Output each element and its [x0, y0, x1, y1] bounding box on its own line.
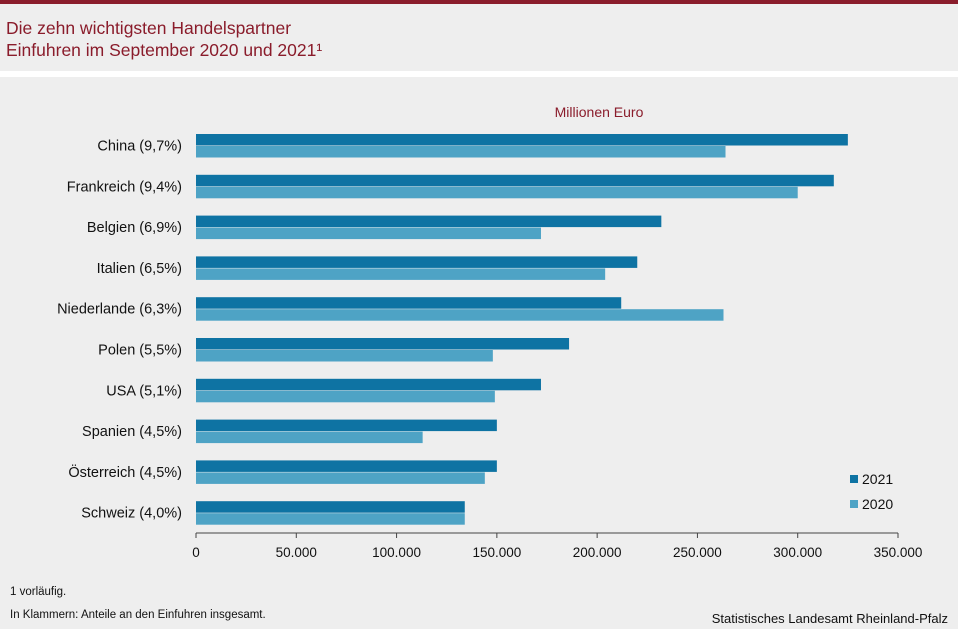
- bar-2020-9: [196, 472, 485, 484]
- header-separator: [0, 71, 958, 77]
- x-tick-label: 100.000: [372, 545, 421, 560]
- x-tick-label: 200.000: [573, 545, 622, 560]
- bar-2020-6: [196, 350, 493, 362]
- x-tick-label: 0: [192, 545, 200, 560]
- chart-header: Die zehn wichtigsten Handelspartner Einf…: [0, 4, 958, 71]
- bar-2020-4: [196, 268, 606, 280]
- bar-2021-10: [196, 501, 465, 513]
- x-tick-label: 150.000: [472, 545, 521, 560]
- bar-2020-3: [196, 227, 541, 240]
- category-label: Spanien (4,5%): [82, 424, 182, 440]
- bar-2021-9: [196, 460, 497, 472]
- category-label: Frankreich (9,4%): [67, 179, 182, 195]
- legend-label-2020: 2020: [862, 496, 893, 512]
- bar-2021-8: [196, 419, 497, 432]
- category-label: USA (5,1%): [106, 383, 182, 399]
- x-tick-label: 50.000: [276, 545, 317, 560]
- category-label: China (9,7%): [97, 139, 182, 155]
- bar-2021-6: [196, 338, 570, 350]
- bar-2021-2: [196, 174, 834, 187]
- legend: 2021 2020: [850, 471, 893, 512]
- chart-subtitle: Einfuhren im September 2020 und 2021¹: [6, 40, 323, 60]
- category-label: Belgien (6,9%): [87, 220, 182, 236]
- category-label: Niederlande (6,3%): [57, 302, 182, 318]
- bar-2020-10: [196, 513, 465, 525]
- legend-swatch-2020: [850, 500, 858, 508]
- chart-title: Die zehn wichtigsten Handelspartner: [6, 18, 292, 38]
- bars-layer: [196, 134, 848, 525]
- bar-2021-3: [196, 215, 662, 228]
- bar-2020-5: [196, 309, 724, 321]
- bar-2021-5: [196, 297, 622, 309]
- category-label: Schweiz (4,0%): [81, 506, 182, 522]
- bar-2021-7: [196, 378, 541, 391]
- bar-2021-1: [196, 134, 848, 146]
- x-tick-label: 250.000: [673, 545, 722, 560]
- bar-2020-7: [196, 390, 495, 403]
- unit-label: Millionen Euro: [555, 104, 644, 120]
- bar-2020-1: [196, 146, 726, 158]
- bar-2021-4: [196, 256, 638, 268]
- category-labels: China (9,7%) Frankreich (9,4%) Belgien (6,…: [57, 139, 182, 522]
- x-axis: 0 50.000 100.000 150.000 200.000 250.000 300.0…: [192, 532, 923, 560]
- x-tick-label: 350.000: [874, 545, 923, 560]
- category-label: Österreich (4,5%): [68, 463, 182, 481]
- legend-label-2021: 2021: [862, 471, 893, 487]
- bar-2020-2: [196, 186, 798, 199]
- category-label: Polen (5,5%): [98, 343, 182, 359]
- category-label: Italien (6,5%): [97, 261, 182, 277]
- footnote-shares: In Klammern: Anteile an den Einfuhren in…: [10, 609, 266, 621]
- bar-2020-8: [196, 431, 423, 444]
- legend-swatch-2021: [850, 475, 858, 483]
- source-credit: Statistisches Landesamt Rheinland-Pfalz: [711, 611, 948, 626]
- top-accent-bar: [0, 0, 958, 4]
- x-tick-label: 300.000: [773, 545, 822, 560]
- footnote-preliminary: 1 vorläufig.: [10, 586, 67, 598]
